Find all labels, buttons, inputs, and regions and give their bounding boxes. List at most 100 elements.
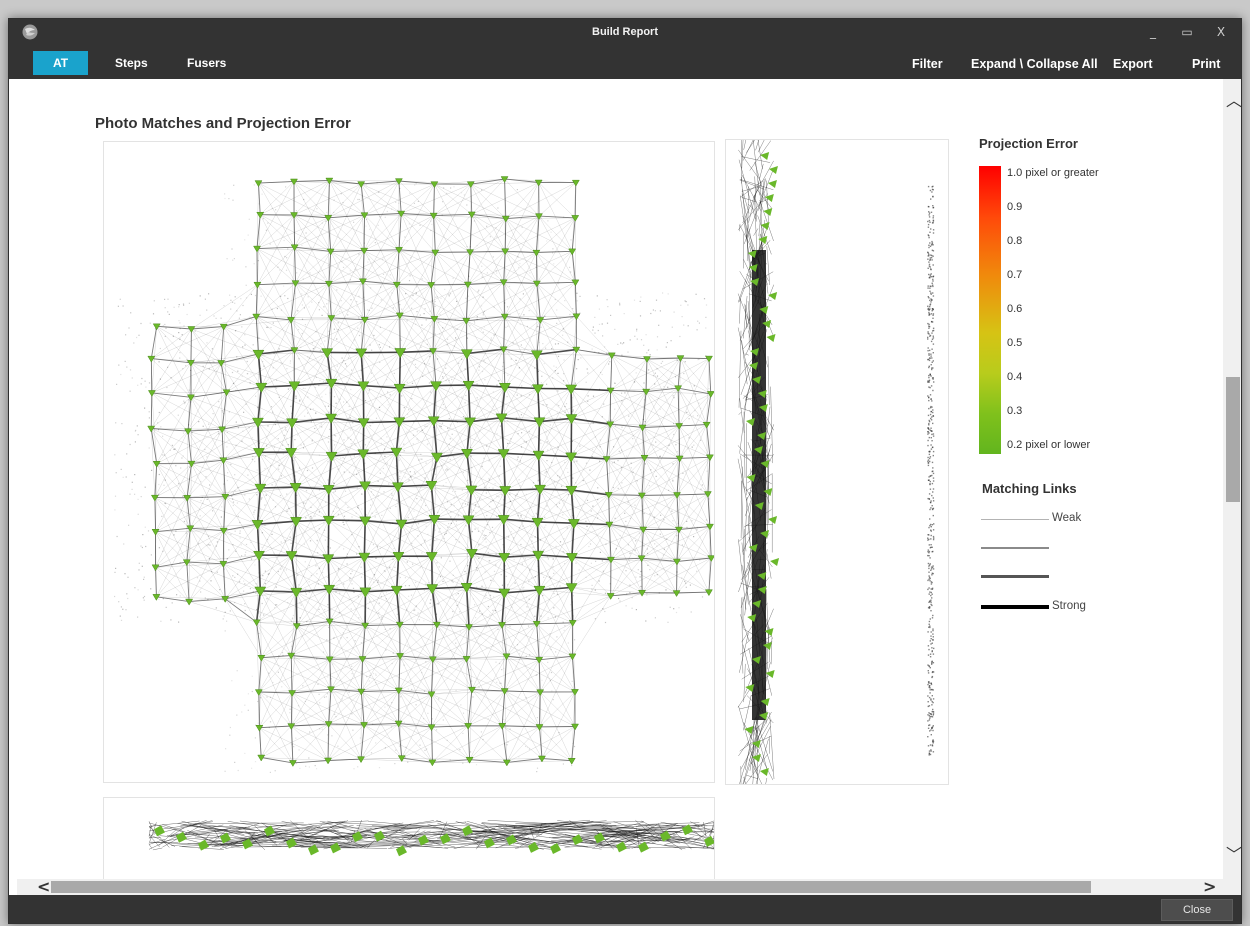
camera-marker [675,455,684,463]
legend-label-0-6: 0.6 [1007,303,1023,315]
scroll-left-arrow[interactable]: < [37,877,51,896]
camera-marker [745,684,755,692]
camera-marker [704,589,713,597]
close-window-button[interactable]: X [1216,25,1226,39]
camera-marker [568,248,577,256]
vertical-scroll-thumb[interactable] [1226,377,1240,502]
camera-marker [767,180,777,188]
camera-marker [565,452,578,463]
camera-marker [745,418,755,426]
section-title: Photo Matches and Projection Error [95,115,351,132]
title-bar[interactable]: Build Report _ ▭ X [9,19,1241,45]
filter-button[interactable]: Filter [912,57,943,71]
camera-marker [676,355,685,363]
camera-marker [425,481,438,492]
camera-marker [532,550,545,561]
scroll-up-arrow[interactable]: ︿ [1226,91,1242,110]
minimize-button[interactable]: _ [1150,25,1156,39]
camera-marker [290,178,298,186]
camera-marker [251,417,264,428]
camera-marker [395,247,403,254]
camera-marker [498,383,511,394]
camera-marker [330,842,341,854]
camera-marker [252,349,265,361]
expand-collapse-all-button[interactable]: Expand \ Collapse All [971,57,1098,71]
camera-marker [462,380,475,392]
camera-marker [394,178,403,186]
scroll-right-arrow[interactable]: > [1203,877,1217,896]
camera-marker [460,349,473,360]
camera-marker [675,423,684,430]
camera-marker [532,621,541,628]
camera-marker [394,687,403,695]
camera-marker [758,404,768,412]
camera-marker [605,521,614,529]
camera-marker [221,493,230,501]
camera-marker [324,215,333,222]
camera-marker [751,754,761,762]
export-button[interactable]: Export [1113,57,1153,71]
camera-marker [308,844,319,856]
camera-marker [151,564,160,572]
camera-marker [289,483,302,494]
camera-marker [602,456,611,463]
camera-marker [466,181,475,189]
camera-marker [571,723,579,731]
camera-marker [187,326,196,333]
camera-marker [255,382,268,394]
horizontal-scroll-thumb[interactable] [51,881,1091,893]
camera-marker [185,598,194,606]
legend-label-0-7: 0.7 [1007,269,1023,281]
camera-marker [395,621,404,629]
camera-marker [747,250,757,258]
camera-marker [182,559,191,567]
close-button[interactable]: Close [1161,899,1233,921]
camera-marker [674,526,683,534]
camera-marker [440,833,451,845]
camera-marker [748,544,758,552]
tab-at[interactable]: AT [33,51,88,75]
camera-marker [432,621,441,629]
camera-marker [758,236,768,244]
print-button[interactable]: Print [1192,57,1221,71]
camera-marker [219,457,228,465]
camera-marker [749,362,759,370]
camera-marker [287,317,295,324]
side-view-plot [737,140,935,784]
menu-bar: AT Steps Fusers Filter Expand \ Collapse… [9,45,1241,79]
camera-marker [324,721,333,728]
camera-marker [397,755,406,763]
camera-marker [396,653,405,660]
camera-marker [672,590,681,598]
camera-marker [638,841,649,853]
weak-link-line [981,519,1049,520]
camera-marker [498,622,506,629]
strong-medium-link-line [981,575,1049,578]
camera-marker [464,723,473,730]
camera-marker [290,212,298,219]
tab-steps[interactable]: Steps [115,56,148,70]
camera-marker [360,247,369,255]
maximize-button[interactable]: ▭ [1181,25,1193,39]
camera-marker [257,754,266,762]
camera-marker [568,620,577,627]
tab-fusers[interactable]: Fusers [187,56,227,70]
vertical-scrollbar[interactable]: ︿ ﹀ [1223,79,1242,879]
camera-marker [531,517,544,529]
camera-marker [752,600,762,608]
horizontal-scrollbar[interactable]: < > [17,879,1223,895]
camera-marker [638,424,647,432]
camera-marker [291,280,300,288]
camera-marker [292,623,301,630]
camera-marker [594,832,605,844]
camera-marker [219,561,228,568]
camera-marker [465,485,478,496]
camera-marker [768,292,778,300]
camera-marker [252,619,261,627]
camera-marker [322,554,335,565]
camera-marker [464,417,477,428]
scroll-down-arrow[interactable]: ﹀ [1226,845,1242,864]
camera-marker [288,760,297,767]
camera-marker [674,385,683,393]
camera-marker [325,618,334,626]
